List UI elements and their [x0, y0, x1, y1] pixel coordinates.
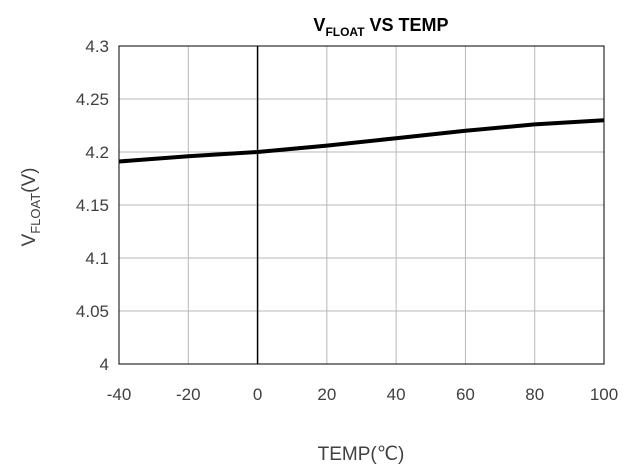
y-tick-label: 4 — [100, 355, 109, 374]
x-tick-label: 40 — [387, 385, 406, 404]
x-tick-labels: -40 -20 0 20 40 60 80 100 — [107, 385, 618, 404]
series-line — [118, 118, 605, 164]
y-axis-label: VFLOAT(V) — [19, 168, 43, 247]
y-tick-label: 4.15 — [76, 196, 109, 215]
y-tick-label: 4.2 — [85, 143, 109, 162]
y-tick-labels: 4 4.05 4.1 4.15 4.2 4.25 4.3 — [76, 37, 109, 374]
x-tick-label: 0 — [253, 385, 262, 404]
plot-frame — [118, 45, 605, 365]
x-tick-label: 80 — [525, 385, 544, 404]
x-tick-label: -40 — [107, 385, 132, 404]
y-tick-label: 4.1 — [85, 249, 109, 268]
x-tick-label: 60 — [456, 385, 475, 404]
y-tick-label: 4.25 — [76, 90, 109, 109]
series-group — [118, 118, 605, 164]
x-tick-label: -20 — [176, 385, 201, 404]
x-tick-label: 100 — [590, 385, 618, 404]
y-tick-label: 4.3 — [85, 37, 109, 56]
x-axis-label: TEMP(℃) — [318, 444, 405, 465]
grid — [118, 45, 605, 365]
x-tick-label: 20 — [317, 385, 336, 404]
y-tick-label: 4.05 — [76, 302, 109, 321]
chart-title: VFLOAT VS TEMP — [313, 15, 448, 39]
